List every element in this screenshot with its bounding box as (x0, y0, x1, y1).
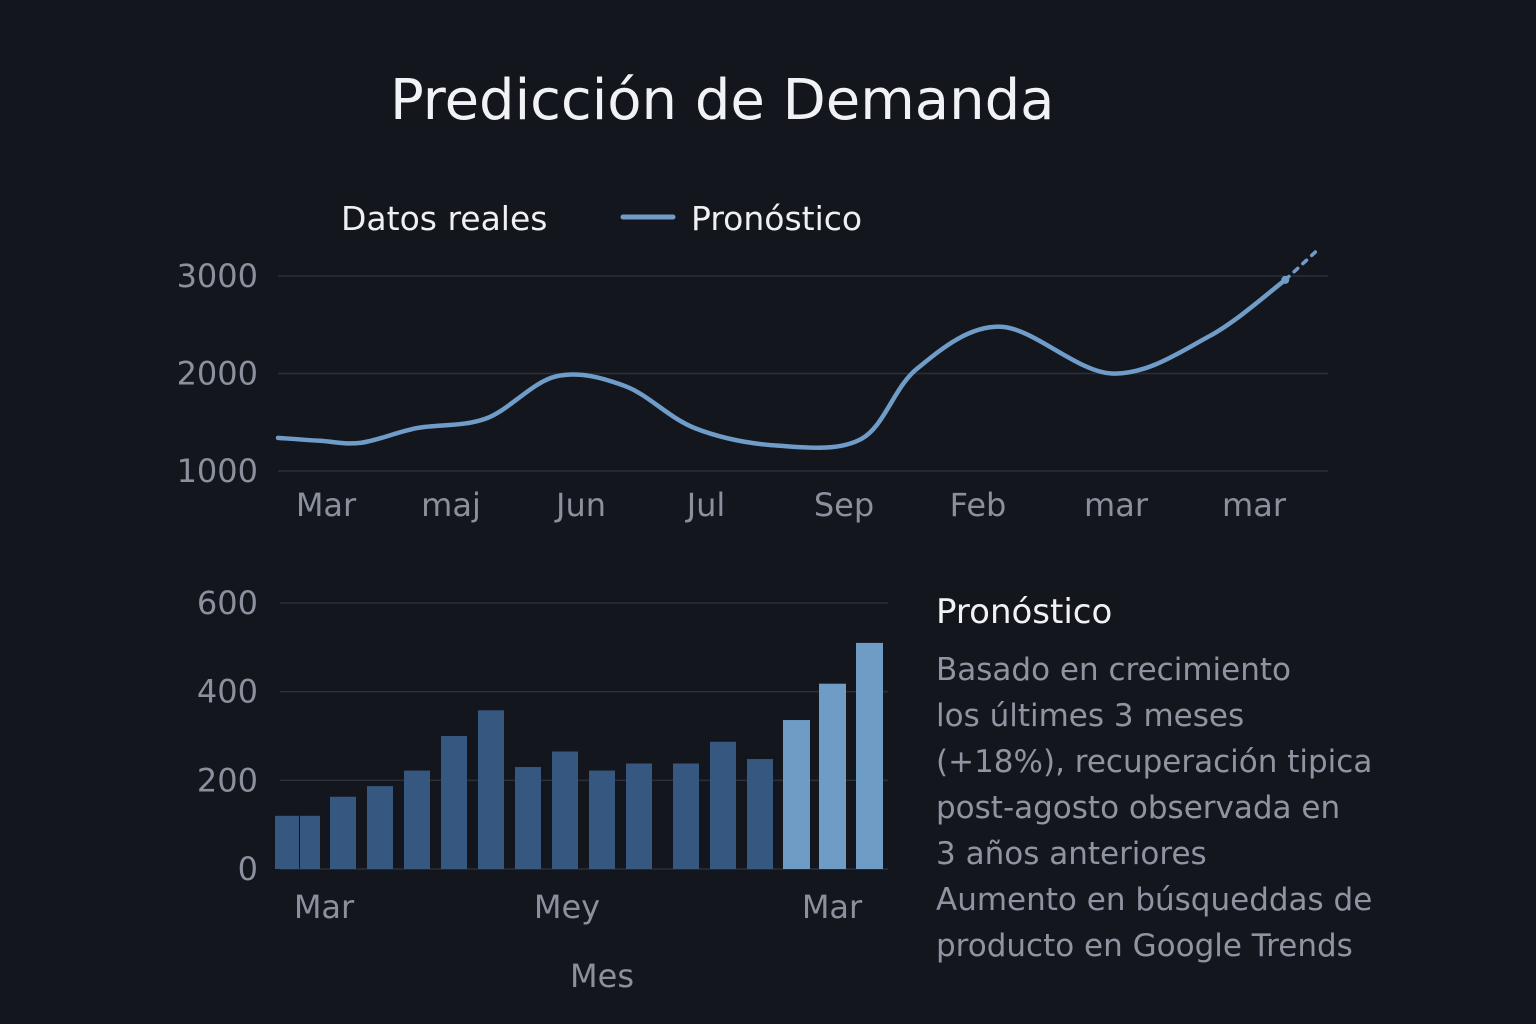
x-axis-label: Mes (570, 957, 634, 995)
legend-forecast-label: Pronóstico (691, 199, 862, 238)
note-line: los últimes 3 meses (936, 698, 1245, 734)
bar-actual (441, 736, 467, 869)
x-tick-label: Mar (802, 888, 863, 926)
chart-title: Predicción de Demanda (390, 68, 1055, 133)
bar-actual (673, 763, 699, 869)
y-tick-label: 200 (197, 761, 258, 799)
x-tick-label: mar (1084, 486, 1149, 524)
bar-forecast (856, 642, 883, 869)
x-tick-label: maj (421, 486, 481, 524)
y-tick-label: 3000 (177, 257, 258, 295)
x-tick-label: Sep (814, 486, 874, 524)
forecast-point (1281, 275, 1290, 284)
note-line: 3 años anteriores (936, 836, 1207, 872)
y-tick-label: 600 (197, 584, 258, 622)
legend-actual-label: Datos reales (341, 199, 547, 238)
bar-actual (300, 815, 320, 869)
y-tick-label: 1000 (177, 452, 258, 490)
x-tick-label: Mar (294, 888, 355, 926)
note-line: post-agosto observada en (936, 790, 1341, 826)
bar-actual (275, 815, 299, 869)
bar-actual (589, 770, 615, 869)
bar-actual (626, 763, 652, 869)
y-tick-label: 0 (238, 850, 258, 888)
bar-forecast (819, 683, 846, 869)
bar-actual (404, 770, 430, 869)
bar-actual (367, 786, 393, 869)
forecast-line (275, 277, 1288, 450)
x-tick-label: Jul (685, 486, 726, 524)
bar-actual (710, 741, 736, 869)
bar-actual (515, 767, 541, 869)
forecast-extension (1283, 245, 1322, 282)
note-title: Pronóstico (936, 592, 1113, 632)
note-line: (+18%), recuperación tipica (936, 744, 1373, 780)
y-tick-label: 2000 (177, 355, 258, 393)
x-tick-label: mar (1222, 486, 1287, 524)
note-line: producto en Google Trends (936, 928, 1353, 964)
note-line: Aumento en búsqueddas de (936, 882, 1373, 918)
x-tick-label: Mar (296, 486, 357, 524)
x-tick-label: Mey (534, 888, 600, 926)
x-tick-label: Jun (554, 486, 606, 524)
bar-chart: 0 200 400 600 Mar Mey Mar Mes (197, 584, 888, 995)
bar-actual (330, 796, 356, 869)
bar-actual (478, 710, 504, 869)
bar-actual (552, 751, 578, 869)
line-chart: 1000 2000 3000 Mar maj Jun Jul Sep Feb mar mar (177, 245, 1328, 524)
y-tick-label: 400 (197, 673, 258, 711)
bar-forecast (783, 720, 810, 869)
x-tick-label: Feb (950, 486, 1007, 524)
bar-actual (747, 759, 773, 869)
note-line: Basado en crecimiento (936, 652, 1291, 688)
